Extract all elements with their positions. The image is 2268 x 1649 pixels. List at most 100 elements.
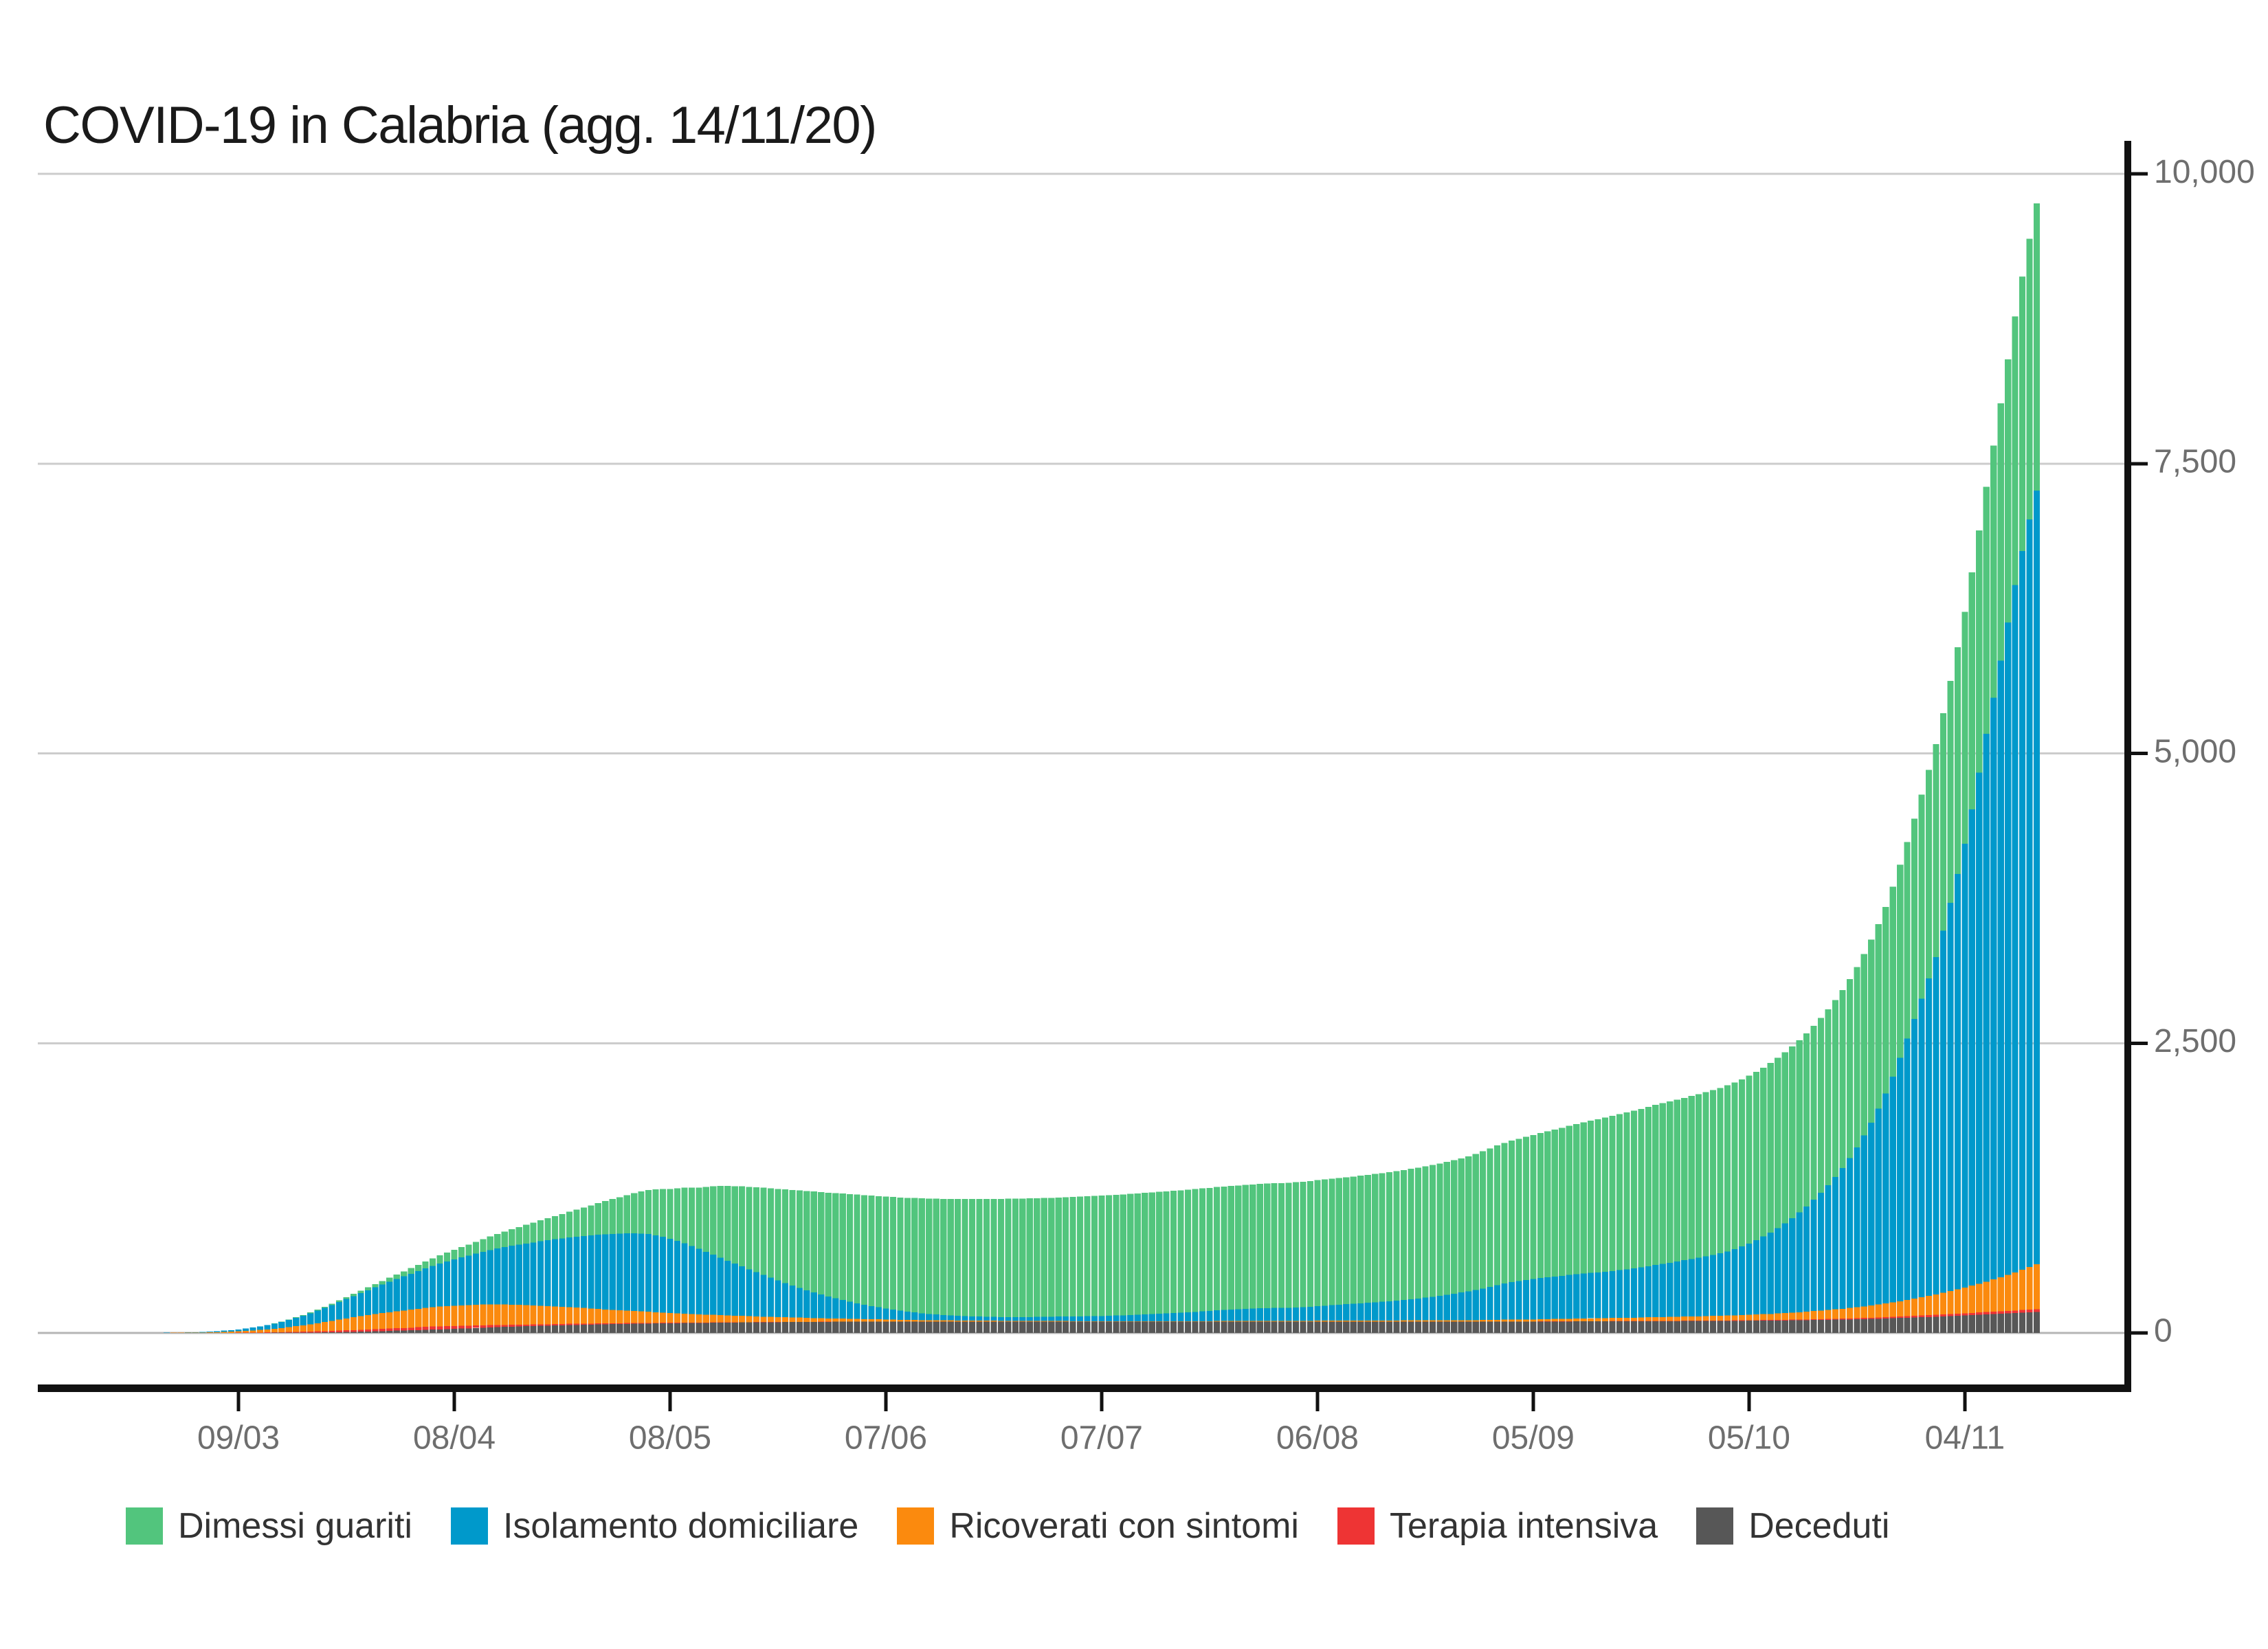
bar-ricoverati-day164[interactable] (1314, 1321, 1321, 1322)
bar-terapia-day39[interactable] (415, 1327, 422, 1330)
bar-isolamento-day89[interactable] (775, 1280, 781, 1318)
bar-deceduti-day132[interactable] (1084, 1321, 1091, 1333)
bar-ricoverati-day174[interactable] (1386, 1320, 1393, 1322)
legend-item-ricoverati[interactable]: Ricoverati con sintomi (897, 1505, 1299, 1547)
bar-ricoverati-day78[interactable] (696, 1314, 702, 1323)
bar-terapia-day26[interactable] (322, 1331, 329, 1333)
bar-ricoverati-day205[interactable] (1609, 1318, 1616, 1321)
bar-ricoverati-day181[interactable] (1436, 1320, 1443, 1322)
bar-isolamento-day83[interactable] (731, 1263, 738, 1316)
bar-isolamento-day199[interactable] (1566, 1275, 1572, 1319)
bar-terapia-day244[interactable] (1889, 1316, 1896, 1319)
bar-deceduti-day219[interactable] (1709, 1321, 1717, 1333)
bar-guariti-day203[interactable] (1594, 1119, 1601, 1272)
bar-guariti-day263[interactable] (2026, 238, 2033, 520)
bar-deceduti-day98[interactable] (839, 1321, 846, 1333)
bar-deceduti-day152[interactable] (1227, 1321, 1234, 1333)
bar-isolamento-day155[interactable] (1249, 1308, 1256, 1321)
bar-isolamento-day176[interactable] (1400, 1299, 1408, 1321)
bar-guariti-day82[interactable] (724, 1185, 731, 1261)
bar-deceduti-day112[interactable] (940, 1321, 947, 1333)
bar-deceduti-day165[interactable] (1321, 1321, 1328, 1333)
bar-ricoverati-day149[interactable] (1206, 1321, 1213, 1322)
bar-isolamento-day220[interactable] (1717, 1253, 1724, 1316)
bar-guariti-day39[interactable] (415, 1264, 422, 1271)
bar-deceduti-day171[interactable] (1364, 1321, 1371, 1333)
bar-isolamento-day178[interactable] (1414, 1298, 1422, 1321)
bar-ricoverati-day210[interactable] (1645, 1317, 1652, 1321)
bar-guariti-day95[interactable] (818, 1192, 825, 1294)
bar-deceduti-day121[interactable] (1005, 1321, 1012, 1333)
bar-deceduti-day140[interactable] (1142, 1321, 1148, 1333)
bar-deceduti-day181[interactable] (1436, 1321, 1443, 1333)
bar-terapia-day20[interactable] (278, 1332, 285, 1333)
bar-ricoverati-day65[interactable] (602, 1309, 609, 1323)
bar-isolamento-day17[interactable] (256, 1326, 264, 1330)
bar-ricoverati-day93[interactable] (803, 1318, 810, 1322)
bar-ricoverati-day206[interactable] (1616, 1318, 1623, 1321)
bar-terapia-day28[interactable] (335, 1330, 343, 1332)
bar-isolamento-day175[interactable] (1393, 1301, 1400, 1321)
bar-guariti-day253[interactable] (1954, 647, 1961, 874)
bar-deceduti-day117[interactable] (976, 1321, 983, 1333)
bar-deceduti-day125[interactable] (1034, 1321, 1041, 1333)
bar-terapia-day17[interactable] (256, 1332, 264, 1333)
bar-guariti-day46[interactable] (465, 1244, 472, 1256)
bar-deceduti-day114[interactable] (955, 1321, 961, 1333)
bar-isolamento-day99[interactable] (847, 1301, 854, 1319)
bar-guariti-day67[interactable] (616, 1197, 623, 1234)
bar-guariti-day215[interactable] (1681, 1097, 1688, 1261)
bar-ricoverati-day53[interactable] (515, 1305, 522, 1325)
bar-deceduti-day118[interactable] (983, 1321, 990, 1333)
bar-deceduti-day231[interactable] (1796, 1320, 1803, 1333)
bar-ricoverati-day91[interactable] (789, 1317, 796, 1322)
bar-ricoverati-day182[interactable] (1443, 1320, 1450, 1322)
bar-terapia-day52[interactable] (509, 1325, 515, 1327)
bar-deceduti-day76[interactable] (681, 1323, 688, 1333)
bar-deceduti-day252[interactable] (1947, 1316, 1954, 1333)
bar-guariti-day194[interactable] (1530, 1134, 1537, 1279)
bar-guariti-day29[interactable] (343, 1297, 350, 1299)
bar-guariti-day196[interactable] (1544, 1131, 1551, 1278)
bar-deceduti-day99[interactable] (847, 1321, 854, 1333)
bar-deceduti-day136[interactable] (1113, 1321, 1120, 1333)
bar-deceduti-day86[interactable] (753, 1322, 760, 1333)
bar-terapia-day33[interactable] (372, 1329, 379, 1332)
bar-isolamento-day23[interactable] (300, 1315, 307, 1325)
bar-deceduti-day205[interactable] (1609, 1321, 1616, 1333)
bar-isolamento-day112[interactable] (940, 1315, 947, 1321)
bar-terapia-day32[interactable] (364, 1329, 372, 1332)
bar-guariti-day255[interactable] (1968, 572, 1975, 809)
bar-deceduti-day190[interactable] (1501, 1321, 1508, 1333)
bar-guariti-day93[interactable] (803, 1191, 810, 1290)
bar-ricoverati-day70[interactable] (638, 1311, 645, 1323)
bar-ricoverati-day220[interactable] (1717, 1316, 1724, 1321)
bar-guariti-day160[interactable] (1285, 1182, 1292, 1308)
bar-isolamento-day164[interactable] (1314, 1306, 1321, 1321)
bar-guariti-day85[interactable] (746, 1187, 753, 1270)
bar-terapia-day246[interactable] (1904, 1316, 1911, 1318)
bar-deceduti-day187[interactable] (1480, 1321, 1487, 1333)
bar-ricoverati-day105[interactable] (889, 1319, 897, 1322)
bar-guariti-day216[interactable] (1688, 1096, 1695, 1259)
bar-ricoverati-day116[interactable] (968, 1320, 976, 1322)
bar-terapia-day233[interactable] (1810, 1319, 1817, 1321)
bar-terapia-day31[interactable] (357, 1330, 364, 1332)
bar-ricoverati-day208[interactable] (1630, 1317, 1638, 1321)
bar-ricoverati-day195[interactable] (1537, 1319, 1544, 1322)
bar-ricoverati-day165[interactable] (1321, 1321, 1328, 1322)
bar-guariti-day124[interactable] (1026, 1198, 1033, 1317)
bar-isolamento-day209[interactable] (1638, 1267, 1645, 1318)
bar-isolamento-day180[interactable] (1429, 1297, 1436, 1321)
bar-ricoverati-day235[interactable] (1825, 1310, 1832, 1319)
bar-ricoverati-day60[interactable] (566, 1307, 573, 1324)
bar-ricoverati-day259[interactable] (1997, 1277, 2004, 1312)
bar-ricoverati-day135[interactable] (1105, 1321, 1113, 1322)
bar-terapia-day227[interactable] (1767, 1320, 1774, 1321)
bar-ricoverati-day77[interactable] (688, 1314, 695, 1323)
bar-isolamento-day254[interactable] (1961, 843, 1968, 1288)
bar-ricoverati-day184[interactable] (1458, 1320, 1465, 1322)
bar-ricoverati-day96[interactable] (825, 1318, 832, 1322)
bar-deceduti-day254[interactable] (1961, 1315, 1968, 1333)
bar-deceduti-day59[interactable] (559, 1325, 566, 1333)
